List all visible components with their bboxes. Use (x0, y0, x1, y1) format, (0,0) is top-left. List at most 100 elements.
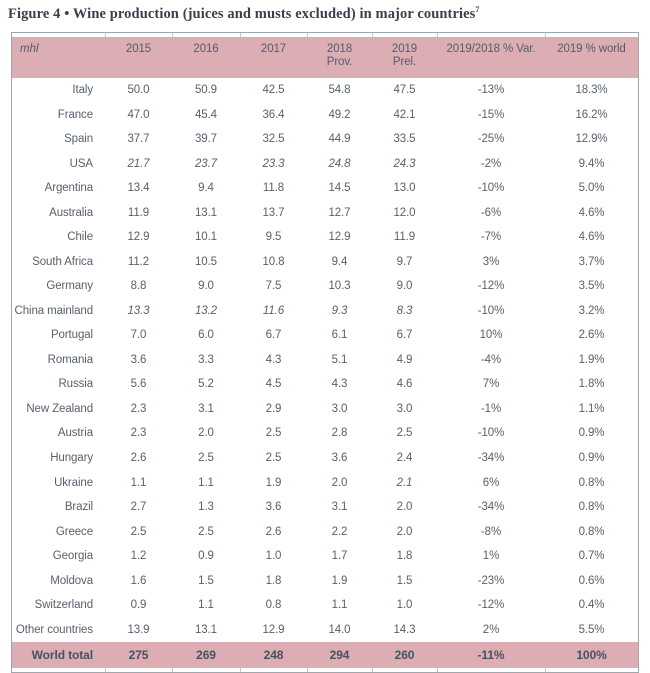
value-cell: 1.5 (396, 574, 413, 587)
value-cell: 12.9 (127, 231, 150, 244)
tick (105, 668, 172, 672)
table-body: Italy 50.0 50.9 42.5 54.8 47.5 -13% 18.3% France… (12, 78, 638, 642)
value-cell: 2.5 (265, 427, 282, 440)
value-cell: 2.5 (198, 525, 214, 538)
value-cell: -10% (477, 182, 505, 195)
value-cell: 9.4 (331, 255, 348, 268)
value-cell: 3.6 (331, 451, 348, 464)
tick (307, 668, 372, 672)
value-cell: 33.5 (393, 133, 416, 146)
value-cell: 50.9 (195, 84, 217, 97)
value-cell: 0.9% (578, 427, 605, 440)
value-cell: 8.8 (130, 280, 147, 293)
country-label: Switzerland (34, 599, 93, 612)
column-header-label: 2018 (326, 43, 353, 55)
total-value-cell: 248 (263, 648, 284, 662)
tick-strip-top (12, 33, 638, 37)
value-cell: 13.7 (262, 206, 285, 219)
country-label: Argentina (44, 182, 93, 195)
value-cell: 0.9 (198, 550, 214, 563)
value-cell: 3.6 (130, 353, 147, 366)
tick (372, 668, 437, 672)
value-cell: 13.4 (127, 182, 150, 195)
table-row: Russia 5.6 5.2 4.5 4.3 4.6 7% 1.8% (12, 372, 638, 397)
tick (105, 33, 172, 37)
value-cell: 2.3 (130, 402, 147, 415)
value-cell: 2% (482, 623, 500, 636)
total-row: World total 275 269 248 294 260 -11% 100% (12, 642, 638, 668)
value-cell: 2.7 (130, 501, 147, 514)
value-cell: 54.8 (328, 84, 351, 97)
value-cell: 0.8 (265, 599, 282, 612)
total-value-cell: 269 (196, 648, 216, 662)
value-cell: 3.2% (578, 304, 605, 317)
value-cell: 1.7 (331, 550, 348, 563)
value-cell: 9.5 (265, 231, 282, 244)
total-value-cell: 294 (329, 648, 350, 662)
value-cell: -12% (477, 599, 505, 612)
value-cell: 9.0 (396, 280, 413, 293)
column-header-2015: 2015 (105, 37, 172, 56)
value-cell: 1.9 (331, 574, 348, 587)
value-cell: 2.2 (331, 525, 348, 538)
value-cell: 42.5 (262, 84, 285, 97)
value-cell: 4.6 (396, 378, 413, 391)
column-header-label: 2017 (260, 43, 287, 55)
value-cell: 11.2 (127, 255, 150, 268)
total-value-cell: 100% (576, 648, 607, 662)
country-label: Greece (55, 525, 93, 538)
tick-strip-bottom (12, 668, 638, 672)
table-row: Other countries 13.9 13.1 12.9 14.0 14.3 2% 5.5… (12, 617, 638, 642)
country-label: France (57, 108, 93, 121)
value-cell: 3.5% (578, 280, 605, 293)
value-cell: 4.3 (265, 353, 282, 366)
value-cell: 2.1 (396, 476, 413, 489)
value-cell: 0.8% (578, 501, 605, 514)
column-header-label: 2019 % world (557, 43, 626, 55)
tick (307, 33, 372, 37)
value-cell: 12.7 (328, 206, 351, 219)
value-cell: 7.0 (130, 329, 147, 342)
value-cell: 0.8% (578, 476, 605, 489)
value-cell: 45.4 (195, 108, 217, 121)
value-cell: 6.7 (396, 329, 413, 342)
value-cell: 2.9 (265, 402, 282, 415)
column-header-2018-prov: 2018 Prov. (307, 37, 372, 69)
tick (172, 33, 240, 37)
table-row: Germany 8.8 9.0 7.5 10.3 9.0 -12% 3.5% (12, 274, 638, 299)
value-cell: 10.1 (195, 231, 217, 244)
value-cell: 23.7 (195, 157, 217, 170)
total-label: World total (31, 648, 93, 662)
value-cell: 39.7 (195, 133, 217, 146)
value-cell: 49.2 (328, 108, 351, 121)
value-cell: 13.1 (195, 623, 217, 636)
value-cell: 10% (479, 329, 503, 342)
country-label: Portugal (50, 329, 93, 342)
table-row: Australia 11.9 13.1 13.7 12.7 12.0 -6% 4.6% (12, 201, 638, 226)
value-cell: 0.6% (578, 574, 605, 587)
value-cell: 1.8% (578, 378, 605, 391)
value-cell: -1% (480, 402, 502, 415)
value-cell: 1.1 (130, 476, 147, 489)
page-title-text: Figure 4 • Wine production (juices and m… (8, 6, 476, 22)
value-cell: 3.0 (331, 402, 348, 415)
column-header-label: 2019 (391, 43, 418, 55)
tick (240, 668, 307, 672)
column-header-label: 2015 (125, 43, 152, 55)
value-cell: 5.2 (198, 378, 214, 391)
table-row: Spain 37.7 39.7 32.5 44.9 33.5 -25% 12.9% (12, 127, 638, 152)
value-cell: 1.1 (198, 599, 214, 612)
title-footnote-marker: 7 (475, 5, 480, 15)
value-cell: 42.1 (393, 108, 416, 121)
value-cell: 2.5 (198, 451, 214, 464)
table-row: New Zealand 2.3 3.1 2.9 3.0 3.0 -1% 1.1% (12, 397, 638, 422)
value-cell: 2.8 (331, 427, 348, 440)
value-cell: -34% (477, 501, 505, 514)
country-label: Brazil (64, 501, 93, 514)
country-label: Spain (64, 133, 93, 146)
value-cell: 10.5 (195, 255, 217, 268)
country-label: Australia (49, 206, 93, 219)
value-cell: 6% (482, 476, 500, 489)
value-cell: 14.5 (328, 182, 351, 195)
value-cell: 2.0 (198, 427, 214, 440)
